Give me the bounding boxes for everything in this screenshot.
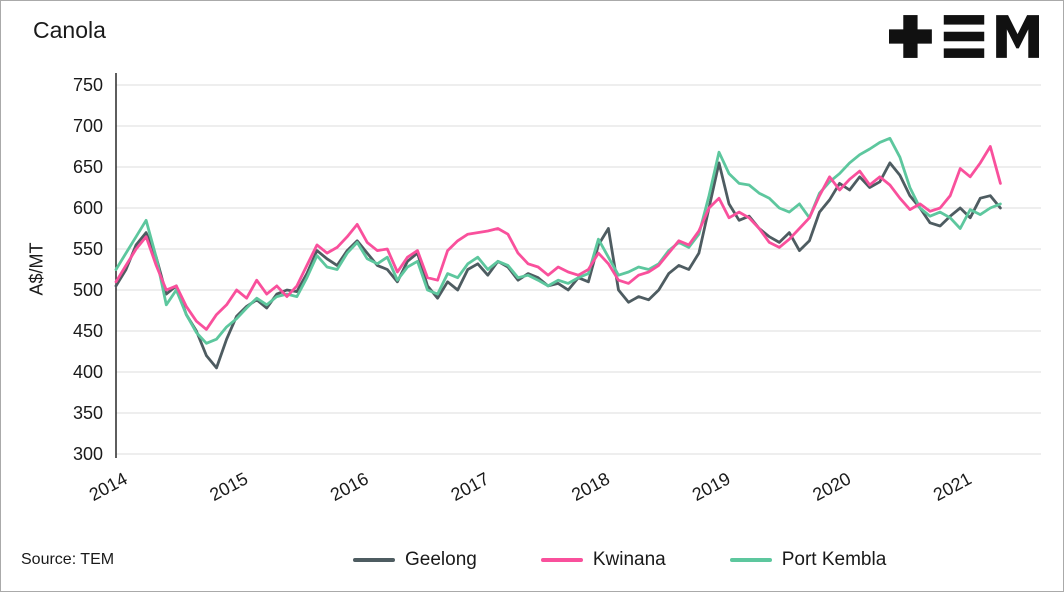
source-note: Source: TEM bbox=[21, 551, 115, 568]
x-tick-label: 2018 bbox=[568, 468, 613, 504]
series-line-geelong bbox=[114, 161, 1002, 370]
logo-bar-middle bbox=[943, 31, 985, 42]
series-line-kwinana bbox=[114, 145, 1002, 331]
legend-label-port-kembla: Port Kembla bbox=[781, 549, 887, 570]
tem-logo bbox=[889, 15, 1039, 58]
x-tick-label: 2017 bbox=[448, 468, 493, 504]
legend-item-kwinana: Kwinana bbox=[540, 549, 666, 571]
x-tick-label: 2016 bbox=[327, 468, 372, 504]
y-tick-label: 600 bbox=[73, 198, 103, 218]
y-tick-label: 300 bbox=[73, 444, 103, 464]
y-tick-label: 700 bbox=[73, 116, 103, 136]
logo-letter-m bbox=[996, 15, 1039, 58]
logo-plus-horizontal bbox=[889, 29, 932, 44]
y-tick-label: 650 bbox=[73, 157, 103, 177]
legend-swatch-geelong bbox=[353, 558, 395, 562]
y-tick-label: 550 bbox=[73, 239, 103, 259]
y-axis-label: A$/MT bbox=[26, 242, 47, 296]
logo-bar-top bbox=[943, 15, 985, 25]
chart-title: Canola bbox=[33, 17, 106, 43]
legend-label-geelong: Geelong bbox=[405, 549, 477, 570]
x-tick-label: 2020 bbox=[809, 468, 854, 504]
legend-swatch-port-kembla bbox=[729, 558, 772, 562]
y-tick-label: 350 bbox=[73, 403, 103, 423]
y-tick-label: 400 bbox=[73, 362, 103, 382]
legend-item-geelong: Geelong bbox=[353, 549, 477, 571]
y-tick-label: 450 bbox=[73, 321, 103, 341]
y-tick-label: 750 bbox=[73, 75, 103, 95]
x-tick-label: 2019 bbox=[689, 468, 734, 504]
legend-swatch-kwinana bbox=[540, 558, 583, 562]
y-tick-label: 500 bbox=[73, 280, 103, 300]
x-tick-label: 2014 bbox=[86, 468, 131, 504]
logo-bar-bottom bbox=[943, 48, 985, 58]
chart-legend: Geelong Kwinana Port Kembla bbox=[353, 549, 886, 571]
legend-label-kwinana: Kwinana bbox=[592, 549, 666, 570]
x-tick-label: 2021 bbox=[930, 468, 975, 504]
legend-item-port-kembla: Port Kembla bbox=[729, 549, 887, 571]
x-tick-label: 2015 bbox=[206, 468, 251, 504]
series-line-port-kembla bbox=[114, 136, 1002, 345]
